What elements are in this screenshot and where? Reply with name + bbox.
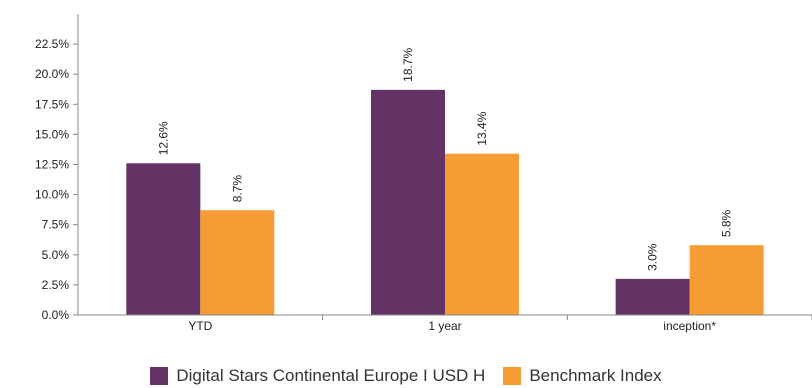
legend-swatch-benchmark <box>503 367 522 385</box>
y-axis: 0.0% 2.5% 5.0% 7.5% 10.0% 12.5% 15.0% 17.5% 20.0… <box>35 14 79 322</box>
legend-label-fund: Digital Stars Continental Europe I USD H <box>176 366 486 385</box>
x-tick-label: inception* <box>663 319 716 333</box>
data-label: 8.7% <box>230 175 244 203</box>
legend-item-benchmark: Benchmark Index <box>503 366 662 386</box>
y-tick-label: 22.5% <box>35 37 69 51</box>
data-label: 12.6% <box>156 121 170 155</box>
data-label: 3.0% <box>646 243 660 271</box>
data-label: 5.8% <box>720 209 734 237</box>
y-tick-label: 15.0% <box>35 127 69 141</box>
bar-fund <box>126 163 201 315</box>
x-tick-label: 1 year <box>428 319 461 333</box>
bar-benchmark <box>689 245 764 315</box>
bar-benchmark <box>200 210 275 315</box>
bars <box>126 89 764 316</box>
x-axis: YTD 1 year inception* <box>78 314 812 333</box>
y-tick-label: 12.5% <box>35 158 69 172</box>
bar-fund <box>371 89 445 316</box>
y-tick-label: 17.5% <box>35 97 69 111</box>
data-labels: 12.6% 8.7% 18.7% 13.4% 3.0% 5.8% <box>156 47 733 270</box>
y-tick-label: 5.0% <box>42 248 70 262</box>
y-tick-label: 7.5% <box>42 218 70 232</box>
legend-swatch-fund <box>150 367 169 385</box>
legend-item-fund: Digital Stars Continental Europe I USD H <box>150 366 485 386</box>
y-tick-label: 2.5% <box>42 278 70 292</box>
y-tick-label: 10.0% <box>35 188 69 202</box>
y-tick-label: 0.0% <box>42 308 70 322</box>
bar-fund <box>615 278 690 315</box>
legend: Digital Stars Continental Europe I USD H… <box>0 364 812 388</box>
bar-chart: 0.0% 2.5% 5.0% 7.5% 10.0% 12.5% 15.0% 17.5% 20.0… <box>35 14 812 333</box>
data-label: 18.7% <box>401 47 415 81</box>
bar-benchmark <box>445 153 519 315</box>
x-tick-label: YTD <box>188 319 212 333</box>
legend-label-benchmark: Benchmark Index <box>529 366 662 385</box>
data-label: 13.4% <box>475 111 489 145</box>
y-tick-label: 20.0% <box>35 67 69 81</box>
